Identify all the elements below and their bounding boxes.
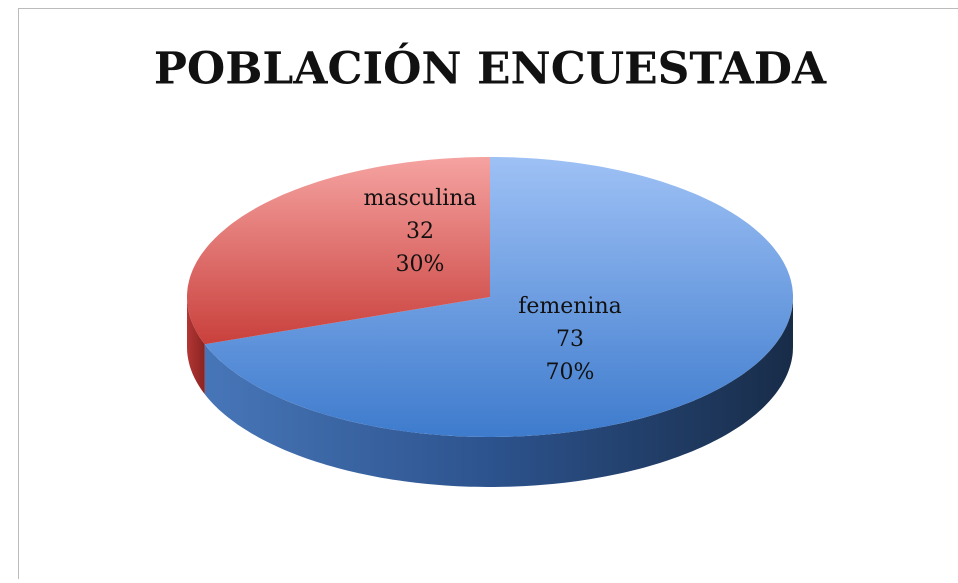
slice-percent-label: 30%: [396, 252, 445, 277]
slice-category-label: masculina: [363, 186, 476, 211]
chart-title: POBLACIÓN ENCUESTADA: [154, 42, 827, 95]
pie: [187, 157, 793, 487]
slice-percent-label: 70%: [546, 360, 595, 385]
slice-value-label: 32: [406, 219, 434, 244]
slice-value-label: 73: [556, 327, 584, 352]
slice-category-label: femenina: [518, 294, 622, 319]
